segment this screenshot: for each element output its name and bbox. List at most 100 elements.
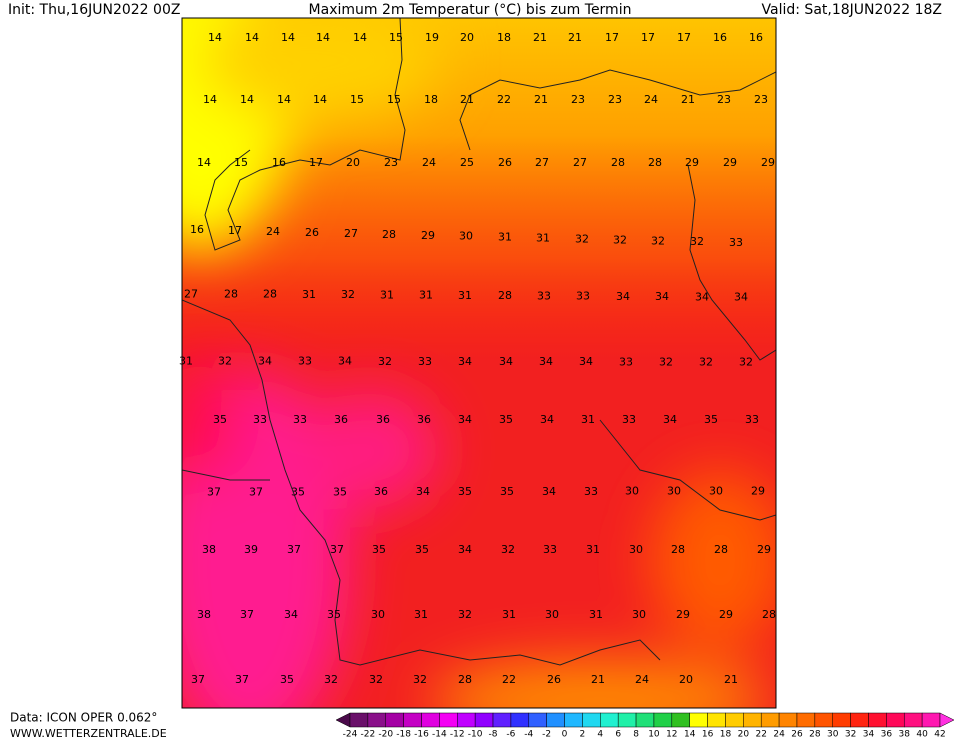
temperature-value: 28 — [458, 673, 472, 686]
colorbar-box — [528, 712, 547, 728]
temperature-value: 32 — [575, 232, 589, 245]
colorbar-box — [457, 712, 476, 728]
colorbar-label: -16 — [414, 730, 429, 740]
temperature-value: 36 — [374, 485, 388, 498]
temperature-value: 32 — [613, 233, 627, 246]
temperature-value: 30 — [629, 543, 643, 556]
temperature-value: 32 — [218, 354, 232, 367]
temperature-value: 27 — [535, 156, 549, 169]
temperature-value: 21 — [681, 93, 695, 106]
colorbar-box — [671, 712, 690, 728]
temperature-value: 38 — [202, 543, 216, 556]
temperature-value: 14 — [245, 31, 259, 44]
temperature-value: 23 — [754, 93, 768, 106]
temperature-value: 29 — [751, 484, 765, 497]
temperature-value: 25 — [460, 156, 474, 169]
temperature-value: 33 — [293, 413, 307, 426]
colorbar-box — [474, 712, 494, 728]
temperature-value: 16 — [190, 223, 204, 236]
colorbar-box — [903, 712, 923, 728]
temperature-value: 29 — [757, 543, 771, 556]
temperature-value: 14 — [313, 93, 327, 106]
temperature-value: 31 — [581, 413, 595, 426]
temperature-value: 34 — [258, 355, 272, 368]
temperature-value: 14 — [277, 93, 291, 106]
temperature-value: 35 — [704, 413, 718, 426]
temperature-value: 23 — [608, 93, 622, 106]
temperature-value: 35 — [280, 673, 294, 686]
temperature-value: 17 — [228, 224, 242, 237]
colorbar-label: 16 — [702, 730, 714, 740]
temperature-value: 24 — [266, 225, 280, 238]
temperature-value: 34 — [284, 608, 298, 621]
temperature-value: 31 — [414, 608, 428, 621]
temperature-value: 17 — [677, 31, 691, 44]
colorbar-label: 2 — [580, 730, 586, 740]
temperature-value: 37 — [249, 485, 263, 498]
temperature-value: 29 — [685, 156, 699, 169]
temperature-value: 22 — [497, 93, 511, 106]
temperature-value: 29 — [676, 608, 690, 621]
temperature-value: 34 — [579, 355, 593, 368]
temperature-value: 33 — [253, 413, 267, 426]
temperature-value: 30 — [545, 608, 559, 621]
colorbar-box — [707, 712, 726, 728]
colorbar-label: 26 — [791, 730, 803, 740]
temperature-value: 18 — [497, 31, 511, 44]
temperature-value: 27 — [344, 227, 358, 240]
temperature-value: 31 — [458, 289, 472, 302]
colorbar-label: -12 — [450, 730, 465, 740]
temperature-value: 32 — [341, 288, 355, 301]
temperature-value: 34 — [458, 543, 472, 556]
temperature-value: 33 — [622, 413, 636, 426]
colorbar-label: 10 — [648, 730, 660, 740]
temperature-value: 14 — [281, 31, 295, 44]
colorbar-label: -10 — [468, 730, 483, 740]
colorbar-box — [832, 712, 851, 728]
temperature-value: 33 — [745, 413, 759, 426]
temperature-value: 35 — [213, 413, 227, 426]
temperature-value: 37 — [191, 673, 205, 686]
temperature-value: 29 — [719, 608, 733, 621]
temperature-value: 23 — [384, 156, 398, 169]
colorbar-label: 22 — [755, 730, 766, 740]
temperature-value: 33 — [619, 355, 633, 368]
colorbar-label: 30 — [827, 730, 839, 740]
temperature-value: 28 — [611, 156, 625, 169]
colorbar-box — [546, 712, 565, 728]
temperature-value: 34 — [616, 290, 630, 303]
temperature-value: 37 — [240, 608, 254, 621]
borders — [182, 18, 776, 666]
temperature-value: 36 — [417, 413, 431, 426]
colorbar-box — [403, 712, 422, 728]
temperature-value: 21 — [460, 93, 474, 106]
map-title: Maximum 2m Temperatur (°C) bis zum Termi… — [309, 2, 632, 18]
temperature-value: 21 — [533, 31, 547, 44]
temperature-value: 33 — [537, 289, 551, 302]
temperature-value: 22 — [502, 673, 516, 686]
temperature-value: 31 — [502, 608, 516, 621]
temperature-value: 32 — [413, 673, 427, 686]
temperature-value: 26 — [498, 156, 512, 169]
colorbar-label: -20 — [378, 730, 393, 740]
temperature-value: 36 — [334, 413, 348, 426]
temperature-value: 34 — [734, 291, 748, 304]
colorbar-box — [689, 712, 708, 728]
temperature-value: 21 — [534, 93, 548, 106]
temperature-value: 30 — [667, 485, 681, 498]
temperature-value: 35 — [415, 543, 429, 556]
temperature-value: 23 — [571, 93, 585, 106]
temperature-value: 38 — [197, 608, 211, 621]
colorbar-box — [653, 712, 673, 728]
temperature-field — [182, 18, 776, 708]
temperature-value: 31 — [586, 543, 600, 556]
temperature-value: 14 — [316, 31, 330, 44]
temperature-value: 35 — [500, 485, 514, 498]
temperature-value: 33 — [729, 236, 743, 249]
temperature-value: 32 — [324, 673, 338, 686]
temperature-value: 21 — [568, 31, 582, 44]
temperature-value: 33 — [298, 355, 312, 368]
temperature-value: 32 — [458, 608, 472, 621]
temperature-value: 27 — [573, 156, 587, 169]
colorbar-box — [725, 712, 744, 728]
